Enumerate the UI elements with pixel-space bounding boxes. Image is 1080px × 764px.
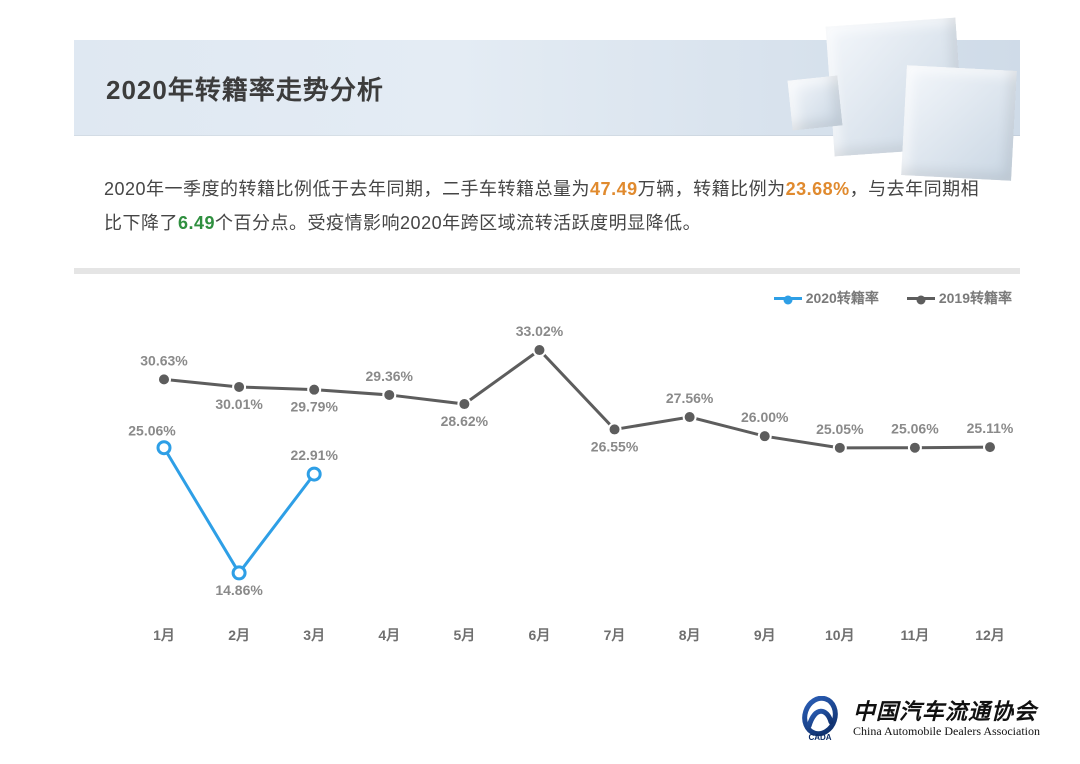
chart-legend: 2020转籍率 2019转籍率 bbox=[774, 288, 1012, 308]
desc-text: ，转籍比例为 bbox=[675, 179, 786, 199]
x-axis-label: 10月 bbox=[825, 627, 855, 643]
data-point bbox=[533, 344, 545, 356]
x-axis-label: 12月 bbox=[975, 627, 1005, 643]
data-point bbox=[158, 442, 170, 454]
x-axis-label: 3月 bbox=[303, 627, 325, 643]
data-point bbox=[458, 398, 470, 410]
data-point bbox=[684, 411, 696, 423]
decorative-cube bbox=[788, 76, 843, 131]
desc-text: 个百分点。受疫情影响2020年跨区域流转活跃度明显降低。 bbox=[215, 213, 701, 233]
x-axis-label: 6月 bbox=[529, 627, 551, 643]
value-label: 30.63% bbox=[140, 352, 188, 368]
value-label: 25.05% bbox=[816, 421, 864, 437]
chart-top-divider bbox=[74, 268, 1020, 274]
value-label: 29.79% bbox=[290, 399, 338, 415]
summary-paragraph: 2020年一季度的转籍比例低于去年同期，二手车转籍总量为47.49万辆，转籍比例… bbox=[104, 172, 984, 240]
value-label: 26.00% bbox=[741, 409, 789, 425]
legend-label-2020: 2020转籍率 bbox=[806, 288, 879, 308]
value-label: 25.06% bbox=[128, 423, 176, 439]
total-volume-value: 47.49 bbox=[590, 179, 638, 199]
value-label: 26.55% bbox=[591, 438, 639, 454]
legend-swatch-2019 bbox=[907, 297, 935, 300]
cada-logo-icon: CADA bbox=[797, 696, 843, 742]
data-point bbox=[909, 442, 921, 454]
data-point bbox=[233, 381, 245, 393]
legend-item-2019: 2019转籍率 bbox=[907, 288, 1012, 308]
page: 2020年转籍率走势分析 2020年一季度的转籍比例低于去年同期，二手车转籍总量… bbox=[0, 0, 1080, 764]
legend-swatch-2020 bbox=[774, 297, 802, 300]
data-point bbox=[834, 442, 846, 454]
title-banner: 2020年转籍率走势分析 bbox=[74, 40, 1020, 136]
data-point bbox=[308, 468, 320, 480]
x-axis-label: 11月 bbox=[901, 627, 930, 643]
ratio-value: 23.68% bbox=[786, 179, 850, 199]
x-axis-label: 9月 bbox=[754, 627, 776, 643]
x-axis-label: 8月 bbox=[679, 627, 701, 643]
desc-text: 2020年一季度的转籍比例低于去年同期，二手车转籍总量为 bbox=[104, 179, 590, 199]
line-chart: 1月 2月 3月 4月 5月 6月 7月 8月 9月 10月 11月 12月 25.06% 14.86% 2… bbox=[74, 308, 1020, 658]
chart-region: 2020转籍率 2019转籍率 1月 2月 3月 4月 5月 6月 7月 8月 9月 10月 11月… bbox=[74, 268, 1020, 658]
value-label: 14.86% bbox=[215, 582, 263, 598]
legend-item-2020: 2020转籍率 bbox=[774, 288, 879, 308]
series-line-s2019 bbox=[164, 350, 990, 448]
data-point bbox=[609, 423, 621, 435]
desc-text: 万辆 bbox=[638, 179, 675, 199]
delta-value: 6.49 bbox=[178, 213, 215, 233]
data-point bbox=[759, 430, 771, 442]
value-label: 22.91% bbox=[290, 447, 338, 463]
value-label: 27.56% bbox=[666, 390, 714, 406]
data-point bbox=[233, 567, 245, 579]
x-axis-label: 4月 bbox=[378, 627, 400, 643]
org-name-en: China Automobile Dealers Association bbox=[853, 725, 1040, 739]
x-axis-label: 5月 bbox=[453, 627, 475, 643]
page-title: 2020年转籍率走势分析 bbox=[106, 70, 384, 107]
data-point bbox=[383, 389, 395, 401]
value-label: 29.36% bbox=[366, 368, 414, 384]
value-label: 28.62% bbox=[441, 413, 489, 429]
org-name-cn: 中国汽车流通协会 bbox=[853, 699, 1040, 724]
data-point bbox=[158, 373, 170, 385]
data-point bbox=[308, 384, 320, 396]
data-point bbox=[984, 441, 996, 453]
value-label: 30.01% bbox=[215, 396, 263, 412]
series-line-s2020 bbox=[164, 448, 314, 573]
footer-branding: CADA 中国汽车流通协会 China Automobile Dealers A… bbox=[797, 696, 1040, 742]
value-label: 25.06% bbox=[891, 421, 939, 437]
logo-abbrev-text: CADA bbox=[808, 733, 831, 742]
x-axis-label: 7月 bbox=[604, 627, 626, 643]
org-name-block: 中国汽车流通协会 China Automobile Dealers Associ… bbox=[853, 699, 1040, 738]
legend-label-2019: 2019转籍率 bbox=[939, 288, 1012, 308]
value-label: 33.02% bbox=[516, 323, 564, 339]
decorative-cube bbox=[901, 65, 1017, 181]
x-axis-label: 1月 bbox=[153, 627, 175, 643]
value-label: 25.11% bbox=[967, 420, 1014, 436]
x-axis-label: 2月 bbox=[228, 627, 250, 643]
